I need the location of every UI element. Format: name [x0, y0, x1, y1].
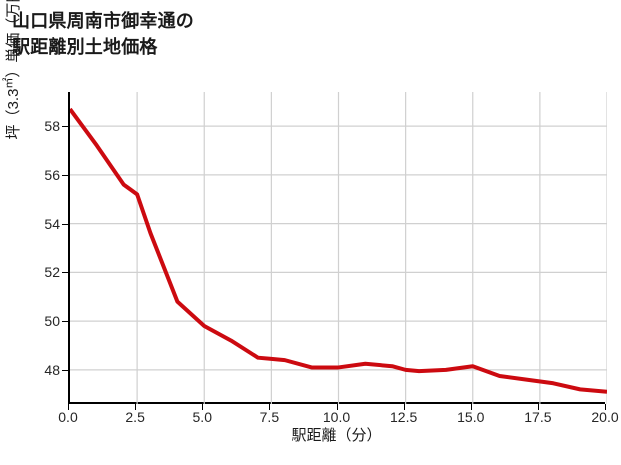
x-tick-mark-10.0 — [336, 404, 338, 410]
x-tick-label-15.0: 15.0 — [457, 409, 485, 425]
y-tick-label-58: 58 — [44, 118, 60, 135]
y-tick-label-50: 50 — [44, 313, 60, 330]
y-tick-mark-50 — [62, 321, 68, 323]
y-tick-mark-54 — [62, 223, 68, 225]
y-tick-label-54: 54 — [44, 215, 60, 232]
x-tick-label-0.0: 0.0 — [58, 409, 78, 425]
x-tick-label-17.5: 17.5 — [524, 409, 552, 425]
x-tick-mark-20.0 — [605, 404, 606, 410]
x-tick-label-12.5: 12.5 — [390, 409, 418, 425]
gridlines — [70, 92, 607, 404]
chart-canvas — [70, 92, 607, 404]
x-tick-mark-5.0 — [202, 404, 204, 410]
y-tick-label-52: 52 — [44, 264, 60, 281]
y-tick-mark-52 — [62, 272, 68, 274]
x-tick-label-2.5: 2.5 — [125, 409, 145, 425]
x-tick-mark-0.0 — [68, 404, 69, 410]
x-tick-mark-15.0 — [470, 404, 472, 410]
x-tick-label-5.0: 5.0 — [192, 409, 212, 425]
x-tick-label-7.5: 7.5 — [259, 409, 280, 425]
y-tick-label-56: 56 — [44, 166, 60, 183]
data-line-0 — [70, 107, 607, 394]
y-tick-mark-56 — [62, 174, 68, 176]
x-tick-mark-12.5 — [403, 404, 405, 410]
y-tick-label-48: 48 — [44, 361, 60, 378]
x-tick-label-10.0: 10.0 — [322, 409, 351, 425]
x-tick-mark-2.5 — [135, 404, 137, 410]
x-tick-mark-7.5 — [269, 404, 271, 410]
x-axis-title: 駅距離（分） — [291, 427, 382, 444]
page-title: 山口県周南市御幸通の 駅距離別土地価格 — [12, 11, 194, 58]
y-tick-mark-58 — [62, 126, 68, 128]
x-tick-label-20.0: 20.0 — [591, 409, 619, 425]
y-axis-title-unit: ㎡ — [2, 77, 15, 89]
y-tick-mark-48 — [62, 369, 68, 371]
x-tick-mark-17.5 — [537, 404, 539, 410]
data-series-group — [70, 107, 607, 394]
plot-area — [68, 92, 607, 404]
